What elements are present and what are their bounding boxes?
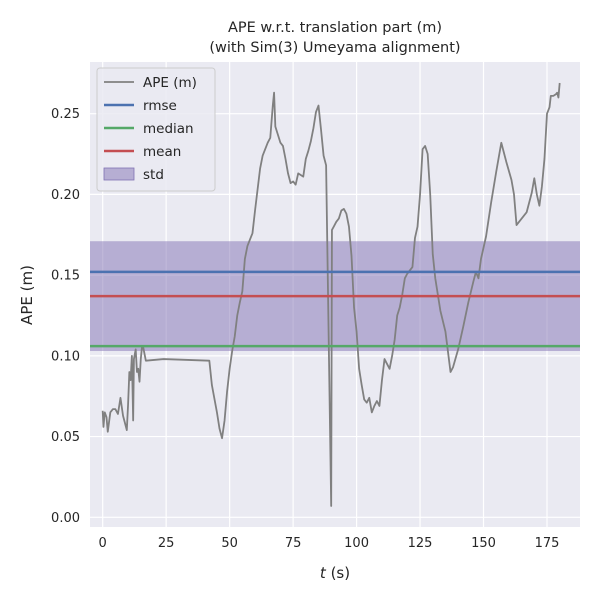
y-tick-label: 0.05	[51, 430, 80, 445]
legend-label-mean: mean	[143, 144, 181, 160]
x-axis-label: t (s)	[320, 564, 350, 582]
legend-swatch-std	[103, 167, 135, 181]
y-tick-label: 0.10	[51, 349, 80, 364]
y-tick-label: 0.00	[51, 511, 80, 526]
series-layer	[90, 82, 580, 507]
y-tick-label: 0.20	[51, 188, 80, 203]
y-tick-label: 0.15	[51, 269, 80, 284]
y-axis-label: APE (m)	[18, 265, 36, 325]
legend: APE (m) rmse median mean std	[96, 67, 216, 192]
ape-line	[101, 82, 561, 507]
y-axis-ticks: 0.00 0.05 0.10 0.15 0.20 0.25	[51, 107, 80, 526]
legend-label-median: median	[143, 121, 194, 137]
legend-label-ape: APE (m)	[143, 75, 197, 91]
x-tick-label: 175	[535, 536, 560, 551]
x-tick-label: 25	[158, 536, 175, 551]
x-axis-label-unit: (s)	[326, 564, 350, 582]
x-axis-label-variable: t	[320, 564, 327, 582]
chart-subtitle: (with Sim(3) Umeyama alignment)	[209, 40, 460, 56]
x-axis-ticks: 0 25 50 75 100 125 150 175	[99, 536, 560, 551]
x-tick-label: 125	[408, 536, 433, 551]
x-tick-label: 50	[221, 536, 238, 551]
x-tick-label: 0	[99, 536, 107, 551]
x-tick-label: 100	[344, 536, 369, 551]
legend-label-std: std	[143, 167, 164, 183]
chart-title: APE w.r.t. translation part (m)	[228, 20, 442, 36]
legend-frame	[96, 67, 216, 192]
x-tick-label: 75	[285, 536, 302, 551]
x-tick-label: 150	[471, 536, 496, 551]
legend-label-rmse: rmse	[143, 98, 177, 114]
y-tick-label: 0.25	[51, 107, 80, 122]
